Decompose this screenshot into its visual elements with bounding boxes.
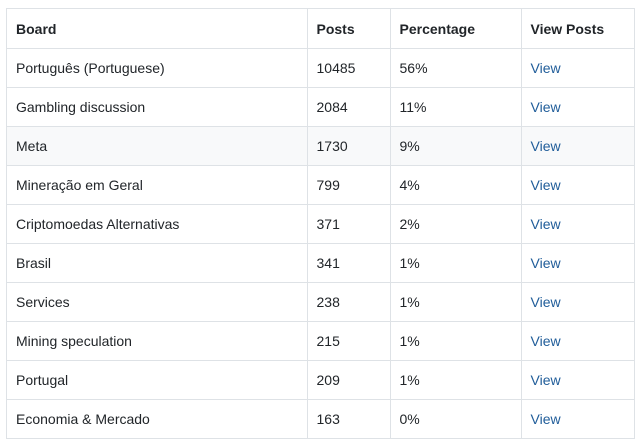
percentage-cell: 0%	[390, 399, 522, 438]
column-header-view-posts: View Posts	[521, 9, 634, 49]
posts-count-cell: 799	[307, 165, 391, 205]
board-posts-table-container: Board Posts Percentage View Posts Portug…	[6, 8, 635, 439]
posts-count-cell: 1730	[307, 126, 391, 166]
posts-count-cell: 2084	[307, 87, 391, 127]
view-posts-cell: View	[521, 243, 634, 283]
view-posts-link[interactable]: View	[530, 60, 561, 76]
view-posts-link[interactable]: View	[530, 99, 561, 115]
view-posts-cell: View	[521, 400, 634, 439]
posts-count-cell: 238	[307, 282, 391, 322]
table-row: Criptomoedas Alternativas 371 2% View	[7, 204, 634, 244]
column-header-percentage: Percentage	[390, 9, 522, 49]
posts-count-cell: 215	[307, 321, 391, 361]
table-row: Mining speculation 215 1% View	[7, 321, 634, 361]
table-row: Brasil 341 1% View	[7, 243, 634, 283]
posts-count-cell: 371	[307, 204, 391, 244]
view-posts-cell: View	[521, 165, 634, 205]
column-header-board: Board	[7, 9, 308, 49]
view-posts-link[interactable]: View	[530, 216, 561, 232]
view-posts-cell: View	[521, 282, 634, 322]
view-posts-link[interactable]: View	[530, 411, 561, 427]
column-header-posts: Posts	[307, 9, 391, 49]
percentage-cell: 11%	[390, 87, 522, 127]
table-row: Português (Portuguese) 10485 56% View	[7, 48, 634, 88]
percentage-cell: 1%	[390, 360, 522, 400]
posts-count-cell: 341	[307, 243, 391, 283]
table-row: Meta 1730 9% View	[7, 126, 634, 166]
board-name-cell: Mining speculation	[7, 321, 308, 361]
table-row: Services 238 1% View	[7, 282, 634, 322]
view-posts-cell: View	[521, 87, 634, 127]
view-posts-link[interactable]: View	[530, 372, 561, 388]
table-row: Mineração em Geral 799 4% View	[7, 165, 634, 205]
board-name-cell: Meta	[7, 126, 308, 166]
board-name-cell: Services	[7, 282, 308, 322]
board-name-cell: Brasil	[7, 243, 308, 283]
table-body: Português (Portuguese) 10485 56% View Ga…	[7, 48, 634, 439]
percentage-cell: 1%	[390, 243, 522, 283]
board-name-cell: Portugal	[7, 360, 308, 400]
view-posts-cell: View	[521, 360, 634, 400]
header-row: Board Posts Percentage View Posts	[7, 9, 634, 49]
table-header: Board Posts Percentage View Posts	[7, 9, 634, 49]
table-row: Economia & Mercado 163 0% View	[7, 399, 634, 439]
percentage-cell: 1%	[390, 321, 522, 361]
posts-count-cell: 10485	[307, 48, 391, 88]
board-name-cell: Português (Portuguese)	[7, 48, 308, 88]
percentage-cell: 9%	[390, 126, 522, 166]
view-posts-cell: View	[521, 126, 634, 166]
view-posts-link[interactable]: View	[530, 294, 561, 310]
view-posts-cell: View	[521, 48, 634, 88]
percentage-cell: 4%	[390, 165, 522, 205]
table-row: Gambling discussion 2084 11% View	[7, 87, 634, 127]
view-posts-link[interactable]: View	[530, 255, 561, 271]
percentage-cell: 56%	[390, 48, 522, 88]
table-row: Portugal 209 1% View	[7, 360, 634, 400]
board-name-cell: Gambling discussion	[7, 87, 308, 127]
view-posts-link[interactable]: View	[530, 138, 561, 154]
posts-count-cell: 163	[307, 399, 391, 438]
board-name-cell: Mineração em Geral	[7, 165, 308, 205]
board-posts-table: Board Posts Percentage View Posts Portug…	[7, 9, 634, 438]
board-name-cell: Criptomoedas Alternativas	[7, 204, 308, 244]
view-posts-link[interactable]: View	[530, 333, 561, 349]
view-posts-cell: View	[521, 204, 634, 244]
percentage-cell: 1%	[390, 282, 522, 322]
posts-count-cell: 209	[307, 360, 391, 400]
percentage-cell: 2%	[390, 204, 522, 244]
view-posts-cell: View	[521, 321, 634, 361]
board-name-cell: Economia & Mercado	[7, 399, 308, 438]
view-posts-link[interactable]: View	[530, 177, 561, 193]
